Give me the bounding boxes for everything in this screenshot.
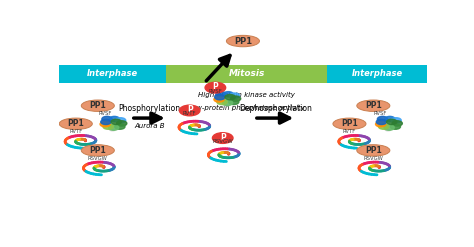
Text: RSVGW: RSVGW <box>364 156 383 161</box>
Text: Interphase: Interphase <box>351 69 402 78</box>
Circle shape <box>230 96 241 101</box>
Circle shape <box>378 124 389 129</box>
Text: High-protein kinase activity: High-protein kinase activity <box>198 92 295 98</box>
Circle shape <box>117 121 127 126</box>
Text: PP1: PP1 <box>365 146 382 155</box>
Circle shape <box>109 125 119 130</box>
Circle shape <box>384 125 394 130</box>
Circle shape <box>385 116 395 122</box>
Circle shape <box>111 119 121 124</box>
Circle shape <box>116 118 126 123</box>
Circle shape <box>215 95 225 100</box>
Circle shape <box>103 124 113 129</box>
Circle shape <box>228 99 239 104</box>
Text: PP1: PP1 <box>67 119 84 128</box>
Circle shape <box>385 127 392 131</box>
Ellipse shape <box>82 145 114 156</box>
Text: P: P <box>212 82 218 91</box>
Circle shape <box>223 103 230 106</box>
Circle shape <box>212 133 233 143</box>
FancyBboxPatch shape <box>328 65 427 83</box>
Ellipse shape <box>59 118 92 129</box>
Circle shape <box>217 99 227 104</box>
Text: Interphase: Interphase <box>87 69 138 78</box>
Text: RVSF: RVSF <box>374 111 387 116</box>
Circle shape <box>391 118 401 123</box>
Text: PP1: PP1 <box>90 101 106 110</box>
Circle shape <box>392 121 402 126</box>
Ellipse shape <box>333 118 366 129</box>
Circle shape <box>179 105 200 116</box>
Circle shape <box>225 95 235 100</box>
Text: Dephosphorylation: Dephosphorylation <box>239 104 312 113</box>
Circle shape <box>377 116 388 122</box>
Text: PP1: PP1 <box>341 119 358 128</box>
FancyBboxPatch shape <box>59 65 166 83</box>
Circle shape <box>229 93 240 98</box>
Circle shape <box>101 119 111 124</box>
Text: Low-protein phosphatase activity: Low-protein phosphatase activity <box>188 104 305 111</box>
Circle shape <box>102 116 112 122</box>
Text: RSVGW: RSVGW <box>212 139 233 144</box>
Circle shape <box>375 122 386 127</box>
Circle shape <box>109 116 119 122</box>
Text: Phosphorylation: Phosphorylation <box>118 104 180 113</box>
Text: PP1: PP1 <box>90 146 106 155</box>
Ellipse shape <box>227 35 259 47</box>
Circle shape <box>115 124 125 129</box>
Text: Mitosis: Mitosis <box>228 69 265 78</box>
Circle shape <box>376 119 387 124</box>
Circle shape <box>216 92 226 97</box>
Text: P: P <box>187 105 192 114</box>
Text: RSVGW: RSVGW <box>88 156 108 161</box>
Text: RVTF: RVTF <box>343 129 356 134</box>
Ellipse shape <box>82 100 114 111</box>
Circle shape <box>387 119 397 124</box>
Polygon shape <box>166 65 328 83</box>
Circle shape <box>109 127 116 131</box>
Circle shape <box>214 97 224 102</box>
Circle shape <box>100 122 110 127</box>
Ellipse shape <box>357 100 390 111</box>
Circle shape <box>390 124 401 129</box>
Circle shape <box>222 100 233 105</box>
Text: P: P <box>220 133 226 142</box>
Circle shape <box>223 92 233 97</box>
Text: RVSF: RVSF <box>99 111 112 116</box>
Text: RVTF: RVTF <box>183 111 196 116</box>
Ellipse shape <box>357 145 390 156</box>
Circle shape <box>205 82 226 93</box>
Text: RVSF: RVSF <box>209 89 222 94</box>
Text: RVTF: RVTF <box>69 129 82 134</box>
Text: PP1: PP1 <box>234 37 252 45</box>
Text: PP1: PP1 <box>365 101 382 110</box>
Text: Aurora B: Aurora B <box>134 123 164 129</box>
